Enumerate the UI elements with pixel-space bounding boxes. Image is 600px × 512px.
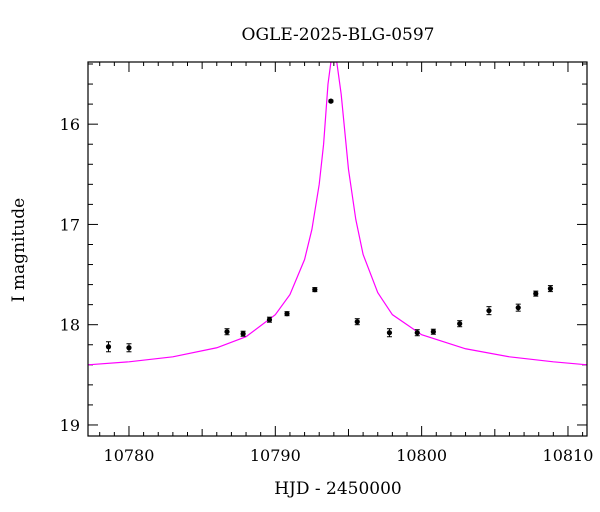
x-axis-label: HJD - 2450000 xyxy=(274,479,402,499)
x-tick-label: 10810 xyxy=(543,446,594,465)
chart-title: OGLE-2025-BLG-0597 xyxy=(242,25,435,45)
axis-tick-labels: 10780 10790 10800 10810 16 17 18 19 xyxy=(60,115,594,465)
data-point xyxy=(224,329,230,335)
data-point xyxy=(312,287,318,293)
model-curve xyxy=(88,62,587,366)
data-point xyxy=(547,286,554,292)
y-tick-label: 17 xyxy=(60,215,80,234)
x-tick-label: 10790 xyxy=(250,446,301,465)
y-tick-label: 18 xyxy=(60,316,80,335)
data-point xyxy=(515,305,521,311)
data-point xyxy=(430,329,436,335)
y-axis-label: I magnitude xyxy=(9,198,29,302)
data-point xyxy=(266,317,273,323)
data-point xyxy=(533,291,539,297)
data-point xyxy=(386,330,393,336)
data-point xyxy=(486,308,492,314)
data-points xyxy=(105,98,554,353)
data-point xyxy=(126,345,132,351)
data-point xyxy=(240,331,246,337)
y-tick-label: 19 xyxy=(60,416,80,435)
axis-ticks xyxy=(88,62,587,436)
x-tick-label: 10780 xyxy=(104,446,155,465)
x-tick-label: 10800 xyxy=(396,446,447,465)
y-tick-label: 16 xyxy=(60,115,80,134)
data-point xyxy=(328,98,334,104)
data-point xyxy=(284,311,290,317)
data-point xyxy=(105,344,112,350)
data-point xyxy=(457,321,463,327)
data-point xyxy=(414,330,420,336)
data-point xyxy=(354,319,360,325)
plot-frame xyxy=(87,61,588,437)
